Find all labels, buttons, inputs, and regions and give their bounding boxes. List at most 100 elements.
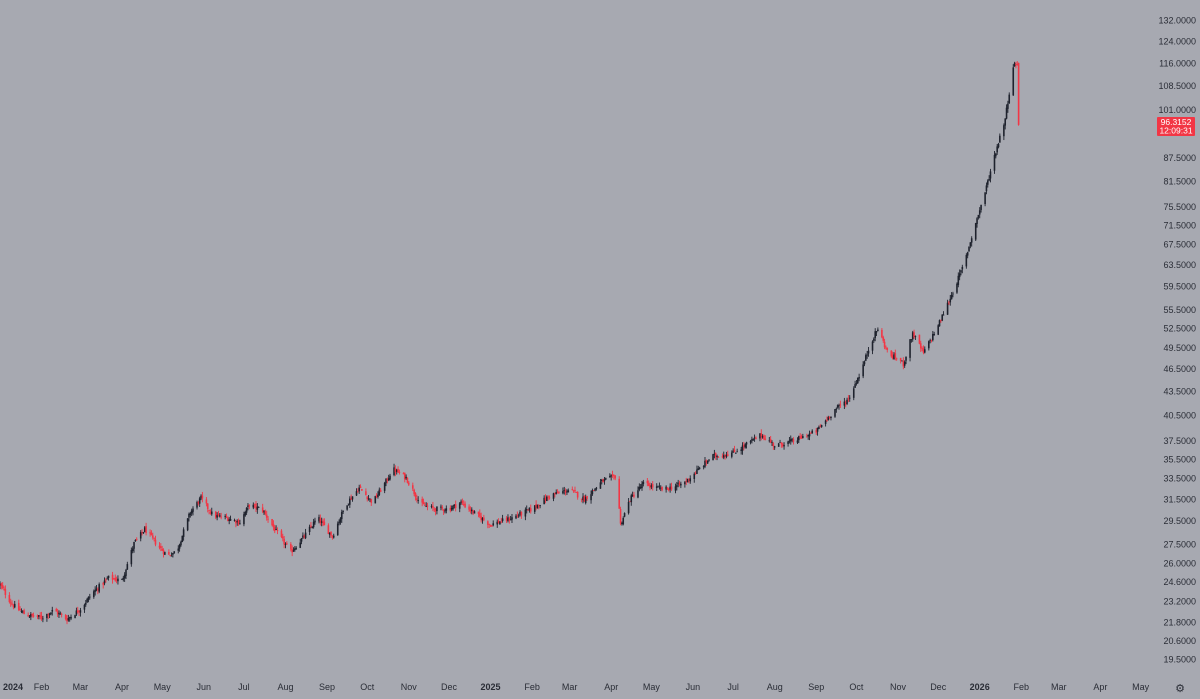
candle-up (320, 521, 323, 523)
candle-down (520, 511, 523, 516)
candle-up (958, 273, 961, 278)
candle-up (957, 275, 960, 285)
candle-up (21, 611, 24, 613)
candle-up (58, 612, 60, 615)
candle-down (361, 488, 363, 491)
candle-down (280, 530, 283, 537)
candle-down (55, 609, 58, 612)
candle-up (773, 446, 776, 448)
time-tick-label: Feb (34, 682, 50, 692)
time-tick-label: Apr (1093, 682, 1107, 692)
candle-down (913, 332, 915, 338)
candle-up (641, 483, 643, 489)
candle-up (30, 614, 32, 617)
candle-up (1008, 94, 1011, 104)
candle-up (342, 510, 344, 512)
candle-up (789, 439, 792, 442)
candle-up (941, 314, 944, 321)
last-price-value: 96.3152 (1161, 117, 1192, 127)
candle-down (237, 520, 240, 525)
candle-up (481, 517, 484, 521)
candle-down (407, 482, 410, 485)
candle-up (539, 505, 541, 506)
candle-up (787, 441, 789, 444)
candle-down (537, 505, 540, 507)
candle-down (64, 615, 67, 620)
candle-down (902, 360, 905, 367)
candle-down (464, 503, 466, 508)
candle-up (555, 491, 558, 495)
candle-down (327, 525, 330, 534)
candle-up (697, 468, 700, 470)
candle-down (948, 302, 950, 304)
candle-up (905, 356, 907, 361)
candle-down (149, 532, 151, 534)
candle-up (328, 532, 331, 535)
candle-up (196, 502, 198, 508)
candle-down (885, 347, 887, 349)
candle-down (359, 486, 362, 488)
candle-up (83, 604, 86, 610)
candle-up (909, 339, 911, 358)
candle-down (454, 504, 457, 508)
candle-up (164, 552, 166, 555)
candle-down (649, 485, 651, 488)
candle-up (960, 270, 962, 273)
price-axis[interactable]: 132.0000 124.0000 116.0000 108.5000 101.0000… (1158, 15, 1196, 664)
candle-up (999, 135, 1001, 143)
candle-down (548, 497, 551, 499)
candle-up (980, 204, 982, 210)
candle-down (505, 517, 508, 521)
candle-down (769, 439, 772, 443)
time-tick-label: Oct (849, 682, 864, 692)
candle-down (580, 498, 583, 500)
chart-settings-button[interactable]: ⚙ (1175, 683, 1185, 695)
candle-up (808, 433, 811, 437)
candle-up (51, 609, 54, 612)
candle-down (39, 615, 42, 617)
candle-down (826, 419, 828, 421)
time-tick-label: Jul (238, 682, 250, 692)
candle-up (453, 504, 456, 506)
candle-down (890, 350, 893, 357)
candle-up (923, 349, 926, 353)
candle-up (528, 507, 531, 511)
candle-up (952, 293, 954, 295)
candle-up (130, 550, 133, 565)
candle-down (800, 435, 803, 439)
candle-down (497, 520, 500, 524)
candle-up (669, 486, 671, 490)
candle-down (883, 341, 886, 348)
candle-up (989, 171, 992, 179)
candle-down (576, 491, 579, 498)
time-tick-label: Mar (73, 682, 89, 692)
candle-down (273, 526, 276, 532)
candle-down (322, 520, 324, 523)
candle-up (28, 616, 31, 618)
candle-up (87, 596, 90, 601)
candle-up (244, 511, 247, 516)
candle-down (592, 490, 595, 491)
candle-up (440, 506, 442, 508)
time-axis[interactable]: 2024 Feb Mar Apr May Jun Jul Aug Sep Oct Nov Dec 202… (3, 682, 1150, 692)
candle-up (834, 409, 836, 417)
candle-up (219, 515, 221, 517)
candle-down (272, 523, 275, 528)
candle-up (996, 146, 998, 153)
candle-up (712, 454, 714, 461)
candle-up (304, 532, 307, 539)
price-tick-label: 23.2000 (1163, 597, 1196, 607)
candle-up (698, 467, 701, 469)
candle-up (657, 486, 659, 488)
candle-down (483, 517, 485, 521)
candle-up (659, 487, 662, 489)
candle-up (243, 514, 245, 525)
candle-down (394, 468, 397, 473)
last-price-tag-bg (1157, 117, 1195, 136)
candle-up (779, 442, 781, 443)
candle-up (173, 551, 176, 554)
candle-down (375, 495, 378, 498)
price-tick-label: 33.5000 (1163, 474, 1196, 484)
